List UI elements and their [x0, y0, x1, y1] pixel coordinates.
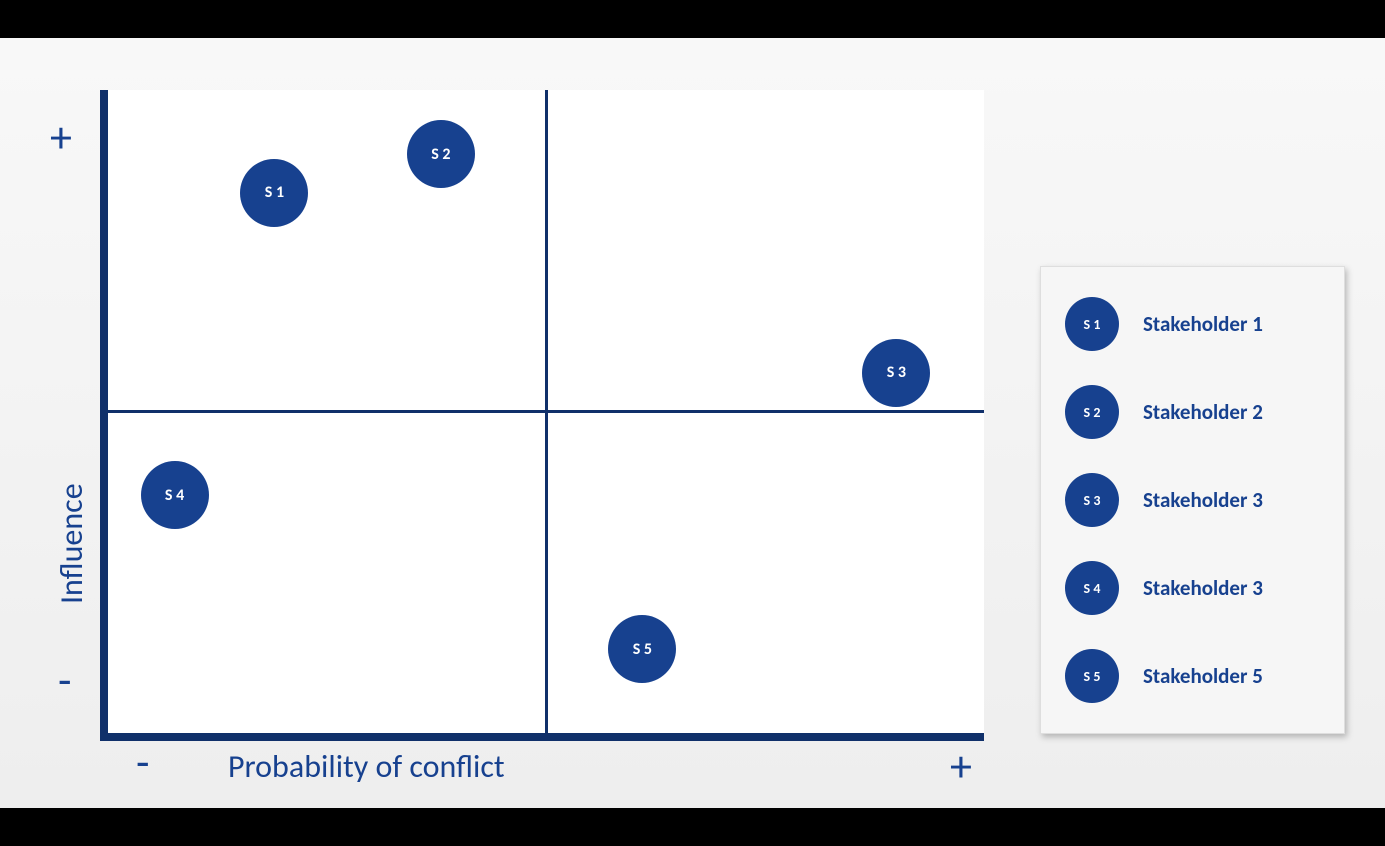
- page: S 1S 2S 3S 4S 5 Probability of conflict …: [0, 0, 1385, 846]
- x-axis-minus: -: [136, 735, 149, 789]
- legend-dot-icon: S 5: [1065, 649, 1119, 703]
- legend-label: Stakeholder 1: [1143, 311, 1263, 337]
- y-axis-plus: +: [50, 110, 72, 164]
- legend-label: Stakeholder 3: [1143, 575, 1263, 601]
- legend: S 1 Stakeholder 1 S 2 Stakeholder 2 S 3 Stake…: [1040, 266, 1345, 734]
- x-axis: [100, 733, 984, 741]
- y-axis-label: Influence: [52, 444, 91, 644]
- legend-dot-icon: S 4: [1065, 561, 1119, 615]
- data-point-s4: S 4: [141, 461, 209, 529]
- data-point-s2: S 2: [407, 120, 475, 188]
- legend-label: Stakeholder 5: [1143, 663, 1263, 689]
- x-axis-label: Probability of conflict: [228, 747, 505, 786]
- data-point-s3: S 3: [862, 339, 930, 407]
- legend-item: S 2 Stakeholder 2: [1065, 385, 1320, 439]
- legend-item: S 3 Stakeholder 3: [1065, 473, 1320, 527]
- legend-dot-icon: S 1: [1065, 297, 1119, 351]
- legend-label: Stakeholder 2: [1143, 399, 1263, 425]
- legend-item: S 1 Stakeholder 1: [1065, 297, 1320, 351]
- data-point-s1: S 1: [240, 159, 308, 227]
- legend-label: Stakeholder 3: [1143, 487, 1263, 513]
- mid-vertical: [545, 90, 548, 733]
- legend-item: S 5 Stakeholder 5: [1065, 649, 1320, 703]
- y-axis-minus: -: [58, 653, 71, 707]
- y-axis: [100, 90, 108, 741]
- x-axis-plus: +: [950, 739, 972, 793]
- legend-dot-icon: S 3: [1065, 473, 1119, 527]
- legend-dot-icon: S 2: [1065, 385, 1119, 439]
- legend-item: S 4 Stakeholder 3: [1065, 561, 1320, 615]
- slide: S 1S 2S 3S 4S 5 Probability of conflict …: [0, 38, 1385, 808]
